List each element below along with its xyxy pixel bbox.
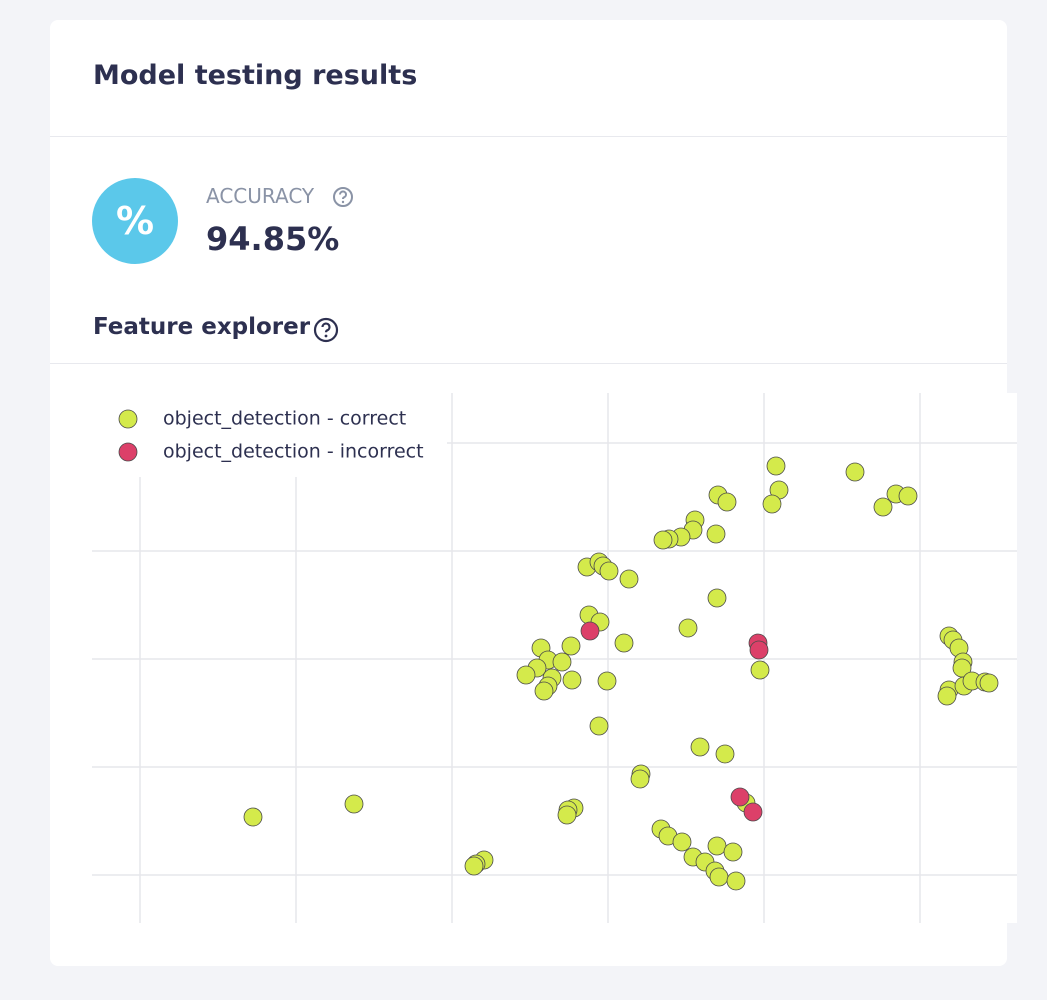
metric-icon: % [92, 178, 178, 264]
data-point [707, 836, 727, 856]
data-point [709, 867, 729, 887]
data-point [464, 856, 484, 876]
data-point [898, 486, 918, 506]
data-point [743, 802, 763, 822]
scatter-plot: object_detection - correct object_detecti… [92, 393, 1017, 923]
data-point [552, 652, 572, 672]
legend-marker [118, 442, 138, 462]
metric-value: 94.85% [206, 220, 340, 258]
data-point [730, 787, 750, 807]
data-point [344, 794, 364, 814]
data-point [534, 681, 554, 701]
divider [50, 363, 1007, 364]
metric-label: ACCURACY [206, 184, 315, 208]
help-icon[interactable] [332, 186, 354, 208]
data-point [979, 673, 999, 693]
data-point [599, 561, 619, 581]
data-point [762, 494, 782, 514]
legend-background [92, 393, 447, 477]
legend-label: object_detection - correct [163, 408, 406, 430]
data-point [726, 871, 746, 891]
data-point [690, 737, 710, 757]
data-point [750, 660, 770, 680]
data-point [723, 842, 743, 862]
data-point [243, 807, 263, 827]
data-point [589, 716, 609, 736]
legend-marker [118, 409, 138, 429]
divider [50, 136, 1007, 137]
data-point [562, 670, 582, 690]
data-point [873, 497, 893, 517]
data-point [516, 665, 536, 685]
data-point [845, 462, 865, 482]
data-point [937, 686, 957, 706]
card-title: Model testing results [93, 60, 418, 91]
data-point [678, 618, 698, 638]
data-point [580, 621, 600, 641]
data-point [715, 744, 735, 764]
data-point [630, 769, 650, 789]
data-point [619, 569, 639, 589]
data-point [597, 671, 617, 691]
data-point [749, 640, 769, 660]
data-point [672, 832, 692, 852]
data-point [614, 633, 634, 653]
data-point [707, 588, 727, 608]
data-point [653, 530, 673, 550]
legend-label: object_detection - incorrect [163, 441, 424, 463]
help-icon[interactable] [313, 317, 339, 343]
data-point [717, 492, 737, 512]
data-point [557, 805, 577, 825]
grid [92, 393, 1017, 923]
section-title: Feature explorer [93, 314, 311, 340]
data-point [561, 636, 581, 656]
data-point [706, 524, 726, 544]
data-point [766, 456, 786, 476]
